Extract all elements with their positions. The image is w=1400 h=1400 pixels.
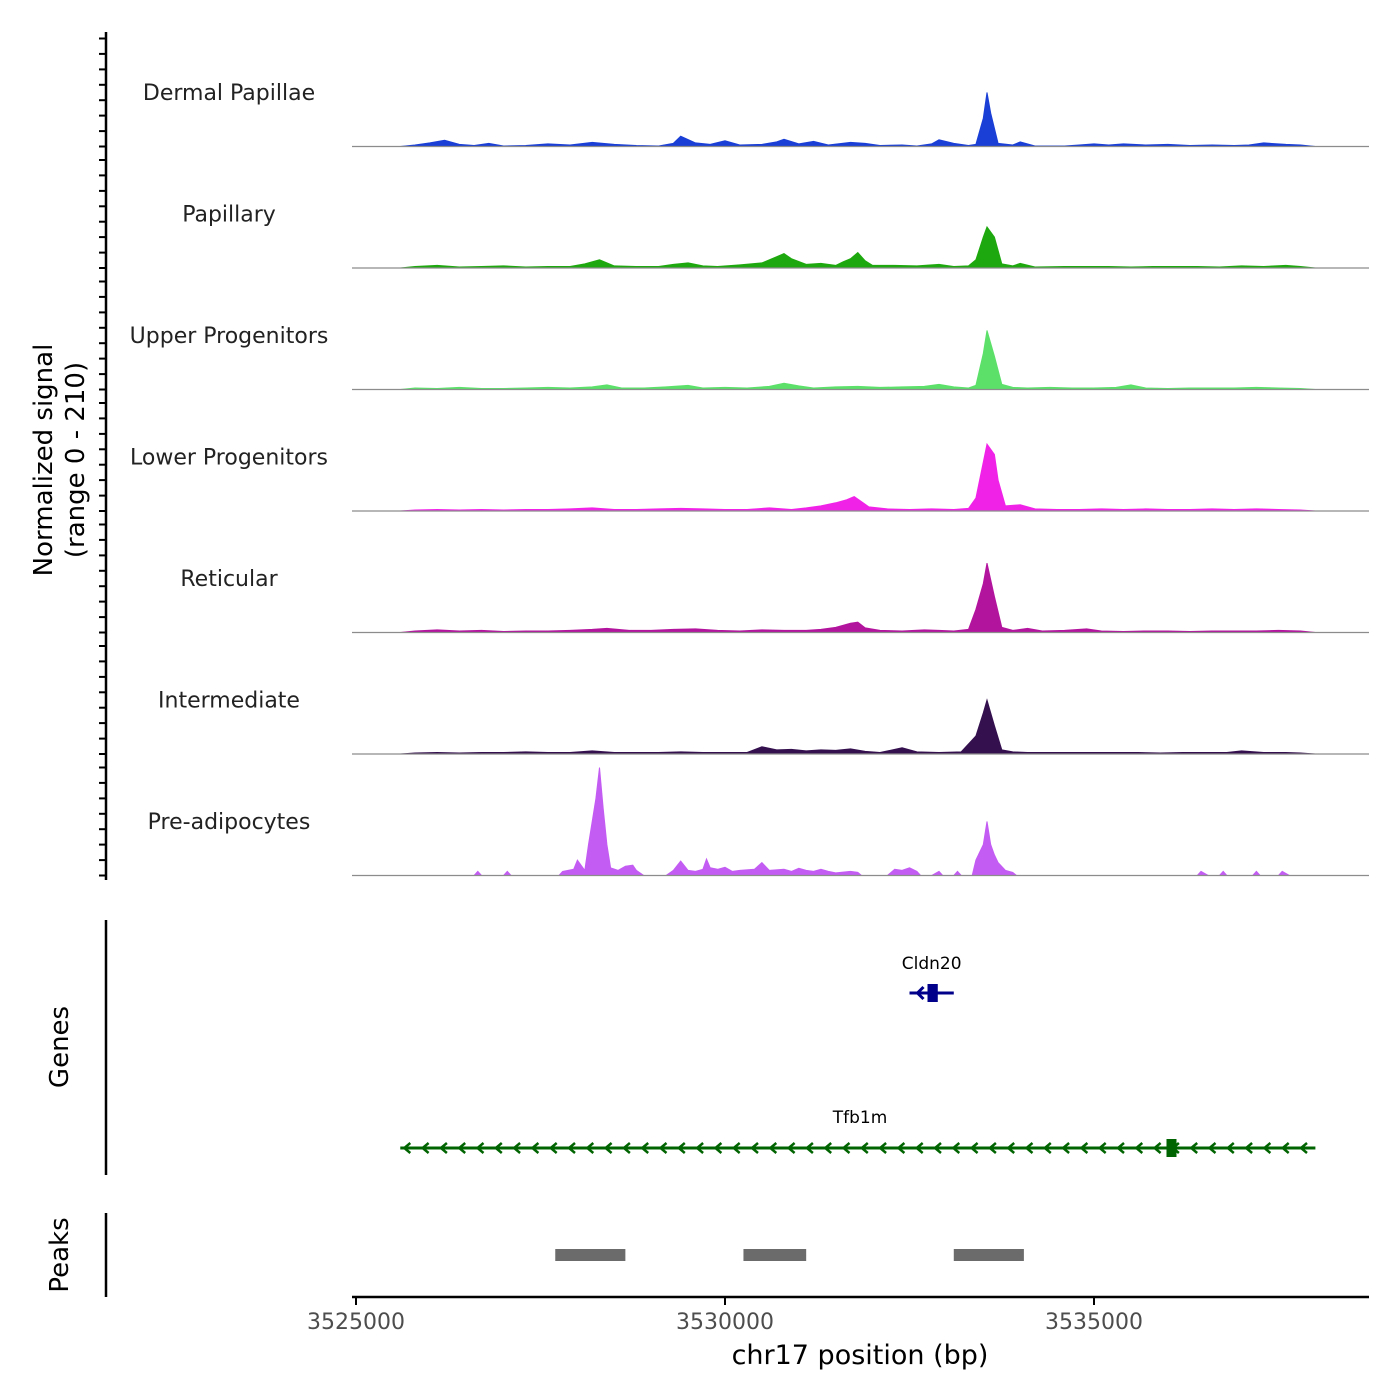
genes-panel: Genes Cldn20 Tfb1m: [45, 920, 1316, 1175]
strand-arrow: [1134, 1142, 1144, 1154]
peak: [555, 1249, 626, 1261]
strand-arrow: [621, 1142, 631, 1154]
strand-arrow: [1299, 1142, 1308, 1154]
strand-arrow: [1116, 1142, 1125, 1154]
x-tick-label: 3525000: [307, 1310, 405, 1335]
strand-arrow: [585, 1142, 595, 1154]
strand-arrow: [1006, 1142, 1016, 1154]
strand-arrow: [1280, 1142, 1290, 1154]
signal-track: Intermediate: [158, 689, 1369, 755]
peak: [743, 1249, 807, 1261]
gene-model: Cldn20: [902, 954, 962, 1002]
signal-area: [400, 330, 1316, 390]
peak-regions: [555, 1249, 1024, 1261]
strand-arrow: [713, 1142, 723, 1154]
signal-track: Upper Progenitors: [130, 324, 1369, 391]
signal-track: Papillary: [182, 203, 1369, 269]
strand-arrow: [969, 1142, 979, 1154]
strand-arrow: [420, 1142, 430, 1154]
strand-arrow: [841, 1142, 851, 1154]
strand-arrow: [914, 1142, 924, 1154]
x-tick-label: 3535000: [1045, 1310, 1143, 1335]
signal-track: Dermal Papillae: [143, 81, 1369, 148]
gene-models: Cldn20 Tfb1m: [400, 954, 1316, 1157]
strand-arrow: [1152, 1142, 1162, 1154]
strand-arrow: [457, 1142, 467, 1154]
strand-arrow: [1244, 1142, 1253, 1154]
strand-arrow: [530, 1142, 540, 1154]
strand-arrow: [475, 1142, 485, 1154]
signal-track: Lower Progenitors: [130, 442, 1369, 512]
strand-arrow: [896, 1142, 906, 1154]
strand-arrow: [823, 1142, 833, 1154]
strand-arrow: [1262, 1142, 1272, 1154]
strand-arrow: [1042, 1142, 1052, 1154]
signal-y-ticks: [99, 37, 106, 877]
signal-area: [400, 225, 1316, 269]
strand-arrow: [951, 1142, 961, 1154]
x-ticks: 3525000 3530000 3535000: [307, 1297, 1143, 1335]
gene-model: Tfb1m: [400, 1108, 1316, 1157]
strand-arrow: [915, 985, 925, 1001]
strand-arrow: [933, 1142, 942, 1154]
track-label: Dermal Papillae: [143, 81, 315, 106]
strand-arrow: [493, 1142, 503, 1154]
track-label: Upper Progenitors: [130, 324, 329, 349]
strand-arrow: [1024, 1142, 1034, 1154]
strand-arrow: [731, 1142, 741, 1154]
strand-arrow: [438, 1142, 448, 1154]
track-label: Pre-adipocytes: [148, 810, 311, 835]
strand-arrow: [786, 1142, 796, 1154]
strand-arrow: [1207, 1142, 1217, 1154]
strand-arrow: [768, 1142, 778, 1154]
signal-y-axis: Normalized signal (range 0 - 210): [29, 32, 108, 880]
signal-y-axis-label: Normalized signal: [29, 344, 59, 577]
strand-arrow: [804, 1142, 814, 1154]
signal-track: Reticular: [180, 562, 1369, 634]
strand-arrow: [1097, 1142, 1107, 1154]
track-label: Reticular: [180, 567, 278, 592]
peaks-panel: Peaks: [45, 1213, 1024, 1297]
strand-arrow: [640, 1142, 650, 1154]
strand-arrow: [548, 1142, 558, 1154]
strand-arrow: [987, 1142, 997, 1154]
signal-area: [400, 698, 1316, 755]
gene-exon: [1166, 1139, 1177, 1157]
x-axis: 3525000 3530000 3535000 chr17 position (bp…: [307, 1295, 1369, 1371]
signal-tracks: Dermal Papillae Papillary Upper Progenitor…: [130, 81, 1369, 877]
strand-arrow: [603, 1142, 613, 1154]
x-axis-label: chr17 position (bp): [732, 1340, 989, 1371]
peak: [953, 1249, 1024, 1261]
strand-arrow: [750, 1142, 759, 1154]
gene-name: Tfb1m: [832, 1108, 888, 1128]
peaks-y-axis-label: Peaks: [45, 1217, 75, 1292]
signal-area: [400, 442, 1316, 512]
strand-arrow: [1061, 1142, 1070, 1154]
track-label: Intermediate: [158, 689, 300, 714]
strand-arrow: [859, 1142, 869, 1154]
track-label: Papillary: [182, 203, 276, 228]
strand-arrow: [567, 1142, 576, 1154]
strand-arrow: [1079, 1142, 1089, 1154]
x-tick-label: 3530000: [676, 1310, 774, 1335]
strand-arrow: [878, 1142, 887, 1154]
signal-track: Pre-adipocytes: [148, 767, 1369, 877]
gene-exon: [927, 984, 938, 1002]
signal-area: [400, 767, 1316, 876]
signal-y-axis-range-label: (range 0 - 210): [61, 362, 91, 558]
signal-area: [400, 92, 1316, 147]
strand-arrow: [512, 1142, 521, 1154]
gene-name: Cldn20: [902, 954, 962, 974]
strand-arrow: [1189, 1142, 1199, 1154]
strand-arrow: [676, 1142, 686, 1154]
strand-arrow: [658, 1142, 668, 1154]
genes-y-axis-label: Genes: [45, 1006, 75, 1088]
strand-arrow: [402, 1142, 412, 1154]
strand-arrow: [695, 1142, 704, 1154]
signal-area: [400, 562, 1316, 633]
track-label: Lower Progenitors: [130, 446, 328, 471]
strand-arrow: [1225, 1142, 1235, 1154]
